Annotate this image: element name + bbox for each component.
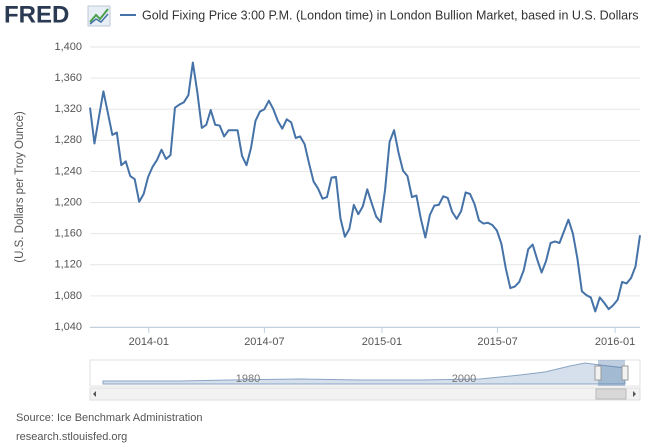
y-axis-label: (U.S. Dollars per Troy Ounce) <box>14 111 26 263</box>
y-tick-label: 1,120 <box>54 259 82 271</box>
y-tick-label: 1,280 <box>54 134 82 146</box>
navigator-label: 2000 <box>452 373 476 385</box>
y-tick-label: 1,200 <box>54 196 82 208</box>
x-tick-label: 2015-07 <box>477 336 517 348</box>
source: Source: Ice Benchmark Administration <box>16 412 202 424</box>
logo-icon <box>87 5 111 27</box>
source-url[interactable]: research.stlouisfed.org <box>16 431 127 443</box>
y-tick-label: 1,320 <box>54 103 82 115</box>
y-tick-label: 1,080 <box>54 290 82 302</box>
y-tick-label: 1,040 <box>54 321 82 333</box>
x-tick-label: 2016-01 <box>595 336 635 348</box>
series-line <box>89 61 641 313</box>
y-tick-label: 1,360 <box>54 72 82 84</box>
logo: FRED <box>4 1 69 28</box>
legend-label: Gold Fixing Price 3:00 P.M. (London time… <box>142 8 639 22</box>
x-tick-label: 2015-01 <box>362 336 402 348</box>
y-tick-label: 1,240 <box>54 165 82 177</box>
y-tick-label: 1,400 <box>54 41 82 53</box>
navigator-label: 1980 <box>236 373 260 385</box>
x-tick-label: 2014-07 <box>244 336 284 348</box>
x-tick-label: 2014-01 <box>129 336 169 348</box>
navigator <box>89 359 641 401</box>
y-tick-label: 1,160 <box>54 228 82 240</box>
